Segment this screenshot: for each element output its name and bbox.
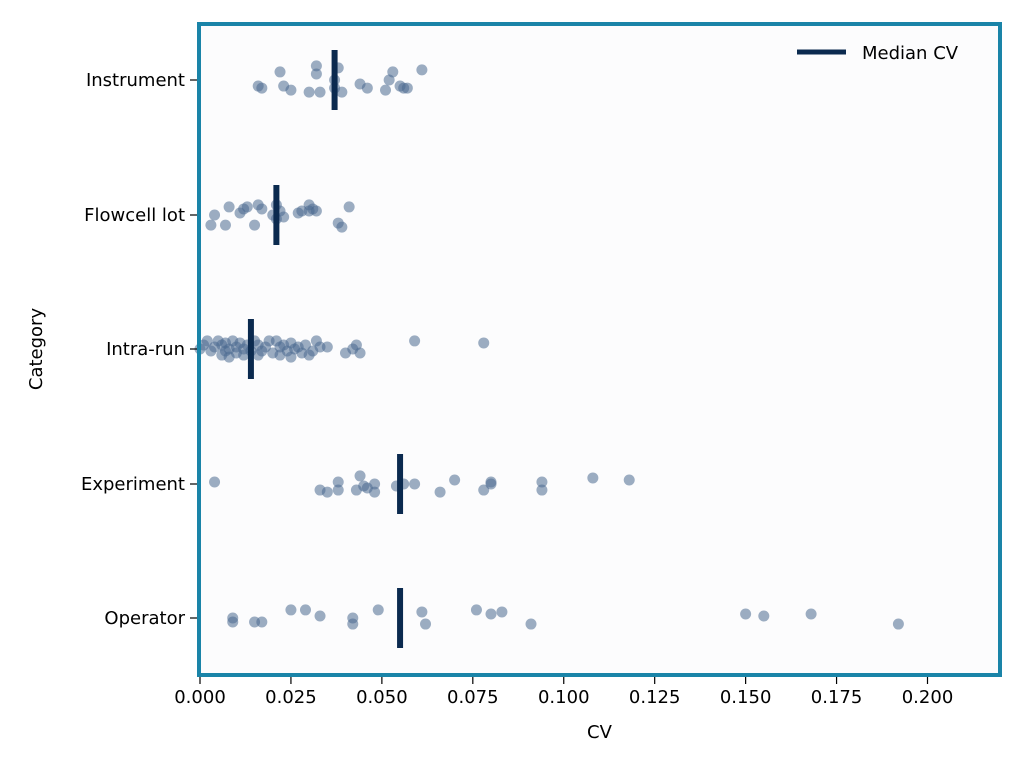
data-point: [536, 476, 548, 488]
x-tick-label: 0.100: [538, 687, 590, 708]
data-point: [354, 347, 366, 359]
x-tick-label: 0.175: [811, 687, 863, 708]
data-point: [227, 616, 239, 628]
data-point: [314, 610, 326, 622]
x-axis-title: CV: [587, 722, 613, 743]
y-axis-title: Category: [26, 308, 47, 391]
median-layer: [247, 50, 404, 648]
data-point: [336, 221, 348, 233]
data-point: [387, 66, 399, 78]
data-point: [205, 219, 217, 231]
plot-area: [199, 24, 1000, 675]
data-point: [354, 470, 366, 482]
data-point: [256, 616, 268, 628]
data-point: [332, 484, 344, 496]
data-point: [332, 476, 344, 488]
data-point: [496, 606, 508, 618]
data-point: [623, 474, 635, 486]
data-point: [310, 60, 322, 72]
data-point: [256, 203, 268, 215]
data-point: [478, 337, 490, 349]
data-point: [536, 484, 548, 496]
data-point: [219, 219, 231, 231]
y-tick-label: Instrument: [86, 70, 185, 91]
data-point: [285, 84, 297, 96]
data-point: [256, 82, 268, 94]
data-point: [336, 86, 348, 98]
data-point: [470, 604, 482, 616]
y-tick-label: Experiment: [81, 474, 185, 495]
y-tick-label: Flowcell lot: [84, 205, 185, 226]
data-point: [223, 201, 235, 213]
data-point: [434, 486, 446, 498]
data-point: [201, 335, 213, 347]
data-point: [303, 86, 315, 98]
y-tick-label: Operator: [104, 608, 185, 629]
legend: Median CV: [797, 43, 959, 64]
data-point: [361, 82, 373, 94]
data-point: [740, 608, 752, 620]
x-tick-label: 0.025: [265, 687, 317, 708]
data-point: [380, 84, 392, 96]
data-point: [409, 478, 421, 490]
y-tick-label: Intra-run: [106, 339, 185, 360]
x-tick-label: 0.200: [902, 687, 954, 708]
data-point: [343, 201, 355, 213]
plot-frame: [197, 22, 1002, 677]
data-point: [310, 205, 322, 217]
data-point: [892, 618, 904, 630]
data-point: [478, 484, 490, 496]
data-point: [416, 64, 428, 76]
data-point: [758, 610, 770, 622]
data-point: [485, 608, 497, 620]
data-point: [369, 478, 381, 490]
x-tick-label: 0.075: [447, 687, 499, 708]
data-point: [372, 604, 384, 616]
data-point: [249, 219, 261, 231]
legend-median-label: Median CV: [862, 43, 959, 64]
data-point: [209, 209, 221, 221]
x-tick-label: 0.125: [629, 687, 681, 708]
x-axis: 0.000 0.025 0.050 0.075 0.100 0.125 0.150 0.175…: [174, 677, 953, 708]
data-point: [321, 341, 333, 353]
data-point: [449, 474, 461, 486]
x-tick-label: 0.050: [356, 687, 408, 708]
data-point: [299, 339, 311, 351]
data-point: [310, 68, 322, 80]
data-point: [209, 476, 221, 488]
x-tick-label: 0.000: [174, 687, 226, 708]
data-point: [299, 604, 311, 616]
data-point: [369, 486, 381, 498]
data-point: [805, 608, 817, 620]
data-point: [347, 618, 359, 630]
data-point: [587, 472, 599, 484]
data-point: [274, 66, 286, 78]
data-point: [321, 486, 333, 498]
data-point: [409, 335, 421, 347]
data-point: [285, 604, 297, 616]
data-point: [525, 618, 537, 630]
data-point: [420, 618, 432, 630]
data-point: [401, 82, 413, 94]
x-tick-label: 0.150: [720, 687, 772, 708]
data-point: [278, 211, 290, 223]
y-axis: Instrument Flowcell lot Intra-run Experimen…: [81, 70, 197, 629]
data-point: [314, 86, 326, 98]
data-point: [241, 201, 253, 213]
data-point: [485, 478, 497, 490]
data-point: [416, 606, 428, 618]
